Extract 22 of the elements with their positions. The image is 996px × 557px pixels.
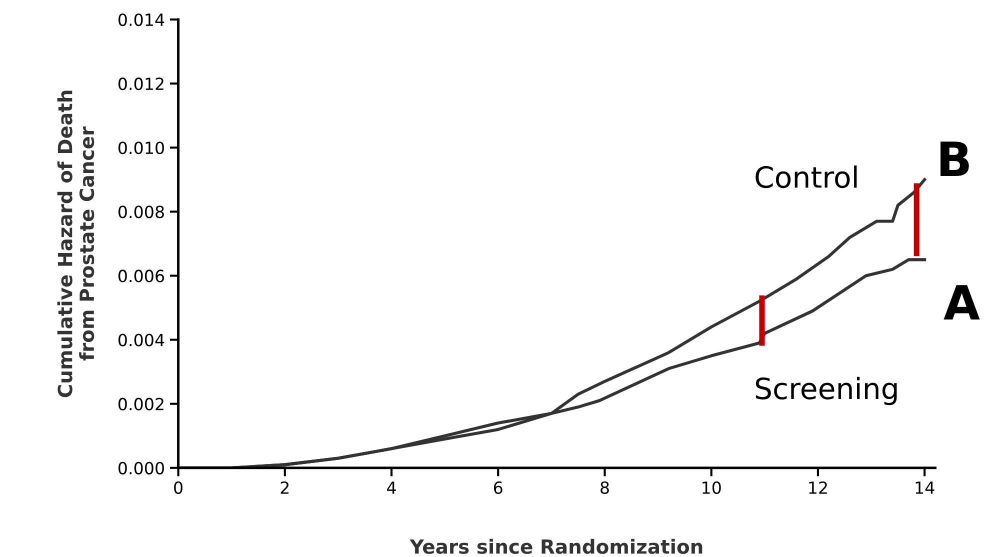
text: B xyxy=(940,142,969,176)
series-label: Control xyxy=(756,166,857,188)
x-tick-label: 2 xyxy=(280,481,289,494)
x-tick-label: 6 xyxy=(494,481,502,494)
y-axis-title: Cumulative Hazard of Death from Prostate Cancer xyxy=(57,90,94,398)
x-tick-label: 8 xyxy=(600,481,609,494)
x-tick-label: 12 xyxy=(809,481,827,494)
y-tick-label: 0.012 xyxy=(118,78,164,90)
y-tick-label: 0.010 xyxy=(118,142,164,154)
y-tick-label: 0.008 xyxy=(118,206,164,218)
y-tick-label: 0.002 xyxy=(118,398,164,410)
y-tick-label: 0.006 xyxy=(118,270,164,282)
x-axis-title: Years since Randomization xyxy=(410,538,702,554)
x-tick-label: 4 xyxy=(387,482,396,494)
x-tick-label: 14 xyxy=(916,482,934,494)
series-label: Screening xyxy=(756,376,897,406)
y-tick-label: 0.014 xyxy=(118,13,164,26)
x-tick-label: 10 xyxy=(702,481,721,494)
text: A xyxy=(944,285,980,320)
x-tick-label: 0 xyxy=(174,481,182,494)
y-tick-label: 0.000 xyxy=(118,462,164,474)
y-tick-label: 0.004 xyxy=(118,334,164,346)
